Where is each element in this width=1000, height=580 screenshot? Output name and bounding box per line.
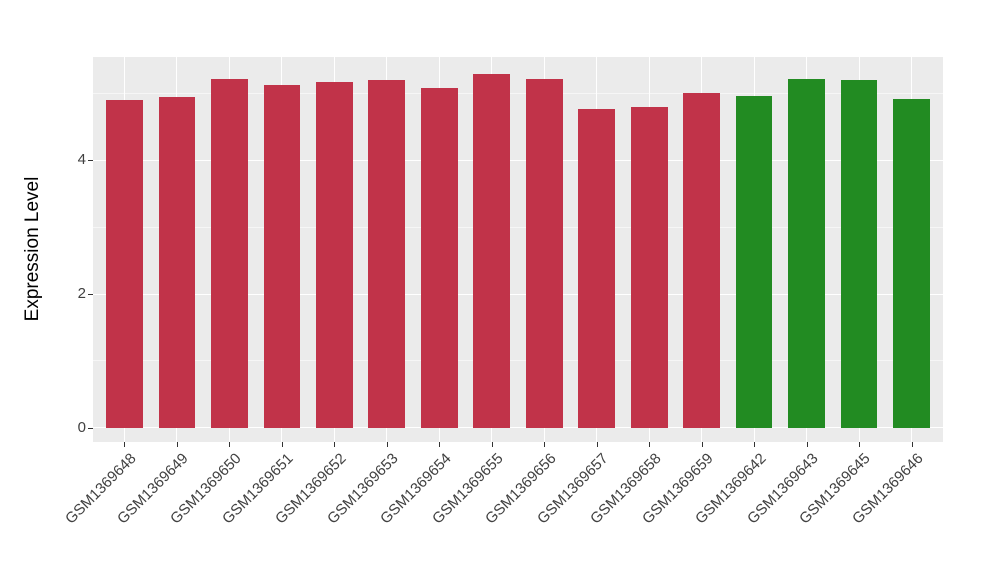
- bar-GSM1369654: [420, 88, 458, 428]
- x-tick-mark: [859, 442, 861, 447]
- gridline-minor: [93, 360, 943, 362]
- x-tick-mark: [439, 442, 441, 447]
- bar-GSM1369658: [630, 106, 668, 428]
- y-tick-mark: [88, 427, 93, 429]
- bar-GSM1369651: [263, 85, 301, 428]
- x-tick-mark: [911, 442, 913, 447]
- gridline-major: [93, 159, 943, 161]
- y-tick-label: 0: [77, 418, 86, 436]
- gridline-minor: [93, 226, 943, 228]
- y-tick-label: 4: [77, 151, 86, 169]
- x-tick-mark: [281, 442, 283, 447]
- x-tick-mark: [176, 442, 178, 447]
- bar-GSM1369643: [788, 79, 825, 428]
- bar-GSM1369652: [315, 82, 353, 428]
- plot-panel: [93, 57, 943, 442]
- bar-GSM1369646: [893, 99, 930, 428]
- bar-GSM1369648: [106, 99, 143, 428]
- bar-GSM1369656: [525, 79, 563, 428]
- gridline-major: [93, 427, 943, 429]
- gridline-major: [93, 293, 943, 295]
- x-tick-mark: [649, 442, 651, 447]
- x-tick-mark: [596, 442, 598, 447]
- x-tick-mark: [806, 442, 808, 447]
- bar-GSM1369645: [840, 80, 878, 428]
- bar-GSM1369653: [368, 80, 406, 428]
- x-tick-mark: [229, 442, 231, 447]
- x-tick-mark: [491, 442, 493, 447]
- bar-GSM1369659: [683, 93, 720, 428]
- x-tick-mark: [701, 442, 703, 447]
- x-tick-mark: [386, 442, 388, 447]
- gridline-minor: [93, 92, 943, 94]
- y-tick-label: 2: [77, 285, 86, 303]
- bar-GSM1369649: [158, 96, 196, 428]
- bar-GSM1369650: [211, 79, 248, 428]
- y-tick-mark: [88, 294, 93, 296]
- x-tick-mark: [754, 442, 756, 447]
- bar-GSM1369655: [473, 73, 511, 428]
- x-tick-mark: [544, 442, 546, 447]
- x-tick-mark: [334, 442, 336, 447]
- bar-GSM1369657: [578, 108, 616, 428]
- bar-GSM1369642: [735, 95, 773, 428]
- y-tick-mark: [88, 160, 93, 162]
- x-tick-mark: [124, 442, 126, 447]
